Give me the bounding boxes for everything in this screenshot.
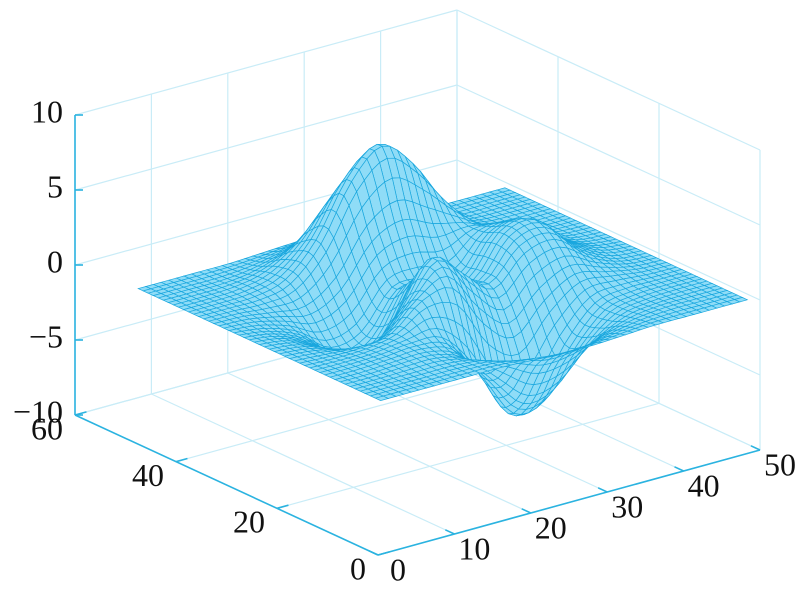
x-tick	[597, 487, 608, 493]
axes: 0 10 20 30 40 50 0 20 40 60−10 −5 0 5 10	[13, 93, 796, 587]
x-tick-label: 20	[535, 509, 567, 545]
y-tick-label: 0	[350, 550, 366, 586]
y-tick	[276, 504, 289, 510]
z-tick-label: 0	[47, 243, 63, 279]
grid-line	[151, 393, 455, 535]
y-tick	[175, 457, 188, 463]
surface	[137, 143, 749, 417]
grid-line	[74, 84, 458, 191]
grid-line	[227, 372, 532, 514]
x-tick	[674, 466, 684, 472]
z-tick-label: −10	[13, 393, 63, 429]
y-tick	[377, 551, 390, 556]
x-tick-label: 30	[611, 488, 643, 524]
grid-line	[276, 402, 660, 509]
z-tick-label: 5	[47, 168, 63, 204]
x-tick	[368, 550, 379, 556]
y-axis	[74, 414, 379, 556]
x-tick-label: 50	[764, 446, 796, 482]
y-tick-label: 60	[31, 410, 63, 446]
grid-line	[456, 9, 761, 151]
grid-line	[456, 159, 761, 301]
surface-patch	[374, 395, 390, 401]
x-axis	[377, 449, 761, 556]
x-tick	[750, 445, 761, 451]
z-tick-label: −5	[29, 318, 63, 354]
x-tick-label: 40	[688, 467, 720, 503]
y-tick-label: 20	[233, 504, 265, 540]
x-tick	[521, 508, 532, 514]
grid-line	[74, 9, 458, 116]
y-tick-label: 40	[132, 457, 164, 493]
x-tick	[444, 529, 455, 535]
z-tick-label: 10	[31, 93, 63, 129]
grid-line	[456, 84, 761, 226]
x-tick-label: 10	[458, 530, 490, 566]
x-tick-label: 0	[390, 551, 406, 587]
